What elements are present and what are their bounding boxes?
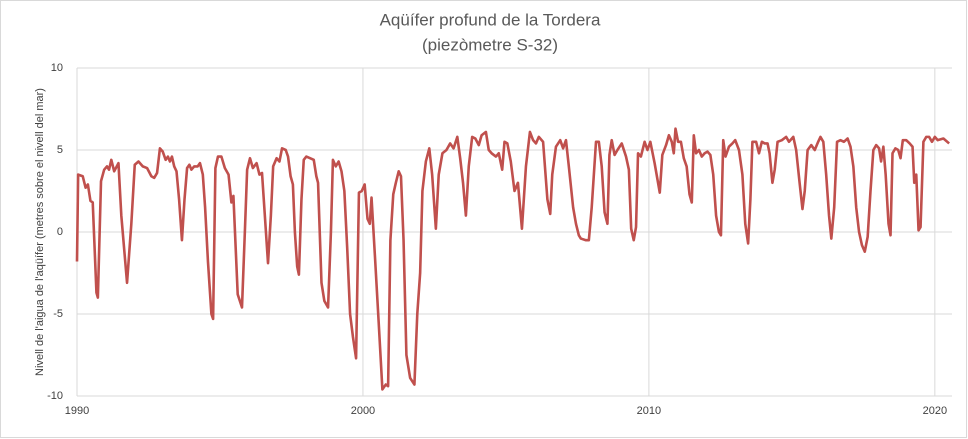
y-axis-title: Nivell de l'aigua de l'aqüífer (metres s…	[34, 88, 46, 376]
y-tick-label: 0	[57, 226, 63, 238]
x-tick-label: 2010	[637, 405, 661, 417]
data-line	[75, 127, 950, 391]
chart-subtitle: (piezòmetre S-32)	[422, 35, 558, 54]
x-tick-label: 2020	[923, 405, 947, 417]
y-tick-label: 5	[57, 144, 63, 156]
x-tick-label: 2000	[351, 405, 375, 417]
y-tick-label: -5	[53, 308, 63, 320]
y-tick-label: 10	[51, 62, 63, 74]
y-tick-label: -10	[47, 390, 63, 402]
x-tick-label: 1990	[65, 405, 89, 417]
chart-title: Aqüífer profund de la Tordera	[380, 10, 601, 29]
